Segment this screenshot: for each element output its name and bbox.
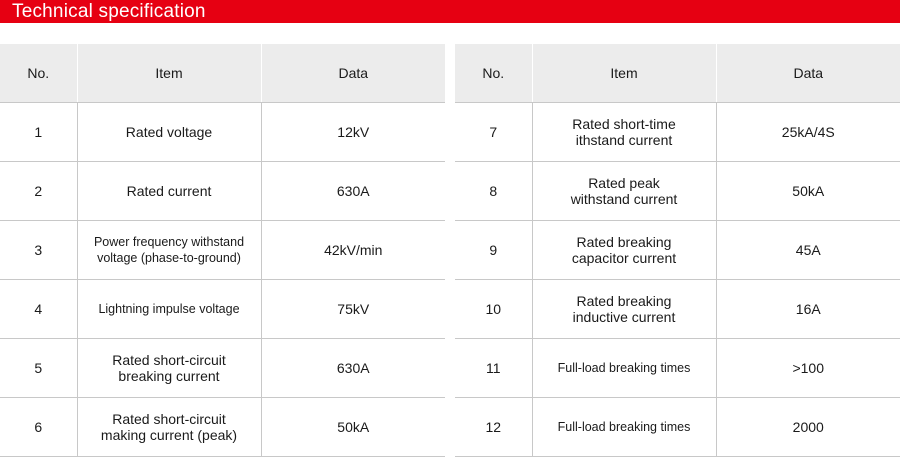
row-number: 9	[455, 220, 533, 280]
item-line: Lightning impulse voltage	[98, 302, 240, 316]
table-row: 2 Rated current 630A	[0, 161, 445, 221]
table-row: 3 Power frequency withstand voltage (phase…	[0, 220, 445, 280]
row-number: 1	[0, 102, 78, 162]
row-number: 4	[0, 279, 78, 339]
item-line: Rated short-time	[572, 116, 676, 132]
row-item: Rated current	[77, 161, 262, 221]
row-item: Lightning impulse voltage	[77, 279, 262, 339]
table-row: 1 Rated voltage 12kV	[0, 102, 445, 162]
item-line: voltage (phase-to-ground)	[97, 251, 241, 265]
table-row: 5 Rated short-circuit breaking current 630A	[0, 338, 445, 398]
title-bar: Technical specification	[0, 0, 900, 23]
row-item: Rated breaking inductive current	[532, 279, 717, 339]
row-number: 2	[0, 161, 78, 221]
item-line: Full-load breaking times	[557, 420, 691, 434]
row-data: 2000	[716, 397, 900, 457]
row-data: >100	[716, 338, 900, 398]
row-item: Full-load breaking times	[532, 338, 717, 398]
table-row: 8 Rated peak withstand current 50kA	[455, 161, 900, 221]
header-item: Item	[532, 44, 717, 103]
row-data: 50kA	[716, 161, 900, 221]
spec-table-left: No. Item Data 1 Rated voltage 12kV 2 Rated c…	[0, 44, 445, 457]
item-line: Power frequency withstand	[93, 235, 245, 249]
row-data: 12kV	[261, 102, 445, 162]
item-line: making current (peak)	[100, 427, 238, 443]
table-row: 6 Rated short-circuit making current (peak…	[0, 397, 445, 457]
item-line: Rated short-circuit	[112, 352, 226, 368]
row-data: 630A	[261, 161, 445, 221]
row-item: Rated voltage	[77, 102, 262, 162]
row-item: Rated breaking capacitor current	[532, 220, 717, 280]
table-header-row: No. Item Data	[0, 44, 445, 103]
item-line: Full-load breaking times	[557, 361, 691, 375]
item-line: Rated current	[126, 183, 212, 199]
item-line: capacitor current	[571, 250, 677, 266]
header-data: Data	[716, 44, 900, 103]
item-line: ithstand current	[575, 132, 673, 148]
table-row: 7 Rated short-time ithstand current 25kA/4S	[455, 102, 900, 162]
row-number: 6	[0, 397, 78, 457]
header-no: No.	[0, 44, 78, 103]
item-line: Rated peak	[588, 175, 660, 191]
item-line: inductive current	[572, 309, 676, 325]
row-item: Rated peak withstand current	[532, 161, 717, 221]
item-line: Rated voltage	[125, 124, 213, 140]
page-title: Technical specification	[12, 1, 206, 22]
table-row: 4 Lightning impulse voltage 75kV	[0, 279, 445, 339]
item-line: breaking current	[118, 368, 220, 384]
row-item: Rated short-circuit making current (peak)	[77, 397, 262, 457]
row-number: 10	[455, 279, 533, 339]
row-item: Rated short-time ithstand current	[532, 102, 717, 162]
table-header-row: No. Item Data	[455, 44, 900, 103]
row-data: 75kV	[261, 279, 445, 339]
row-data: 25kA/4S	[716, 102, 900, 162]
row-number: 3	[0, 220, 78, 280]
row-item: Rated short-circuit breaking current	[77, 338, 262, 398]
header-data: Data	[261, 44, 445, 103]
row-data: 50kA	[261, 397, 445, 457]
row-data: 42kV/min	[261, 220, 445, 280]
table-row: 10 Rated breaking inductive current 16A	[455, 279, 900, 339]
table-row: 12 Full-load breaking times 2000	[455, 397, 900, 457]
row-number: 7	[455, 102, 533, 162]
row-number: 5	[0, 338, 78, 398]
row-number: 11	[455, 338, 533, 398]
row-item: Power frequency withstand voltage (phase-…	[77, 220, 262, 280]
row-data: 16A	[716, 279, 900, 339]
item-line: Rated short-circuit	[112, 411, 226, 427]
row-data: 45A	[716, 220, 900, 280]
row-item: Full-load breaking times	[532, 397, 717, 457]
row-number: 8	[455, 161, 533, 221]
row-data: 630A	[261, 338, 445, 398]
header-item: Item	[77, 44, 262, 103]
table-row: 11 Full-load breaking times >100	[455, 338, 900, 398]
table-row: 9 Rated breaking capacitor current 45A	[455, 220, 900, 280]
item-line: Rated breaking	[576, 234, 672, 250]
header-no: No.	[455, 44, 533, 103]
row-number: 12	[455, 397, 533, 457]
spec-table-right: No. Item Data 7 Rated short-time ithstand …	[455, 44, 900, 457]
item-line: withstand current	[570, 191, 678, 207]
item-line: Rated breaking	[576, 293, 672, 309]
